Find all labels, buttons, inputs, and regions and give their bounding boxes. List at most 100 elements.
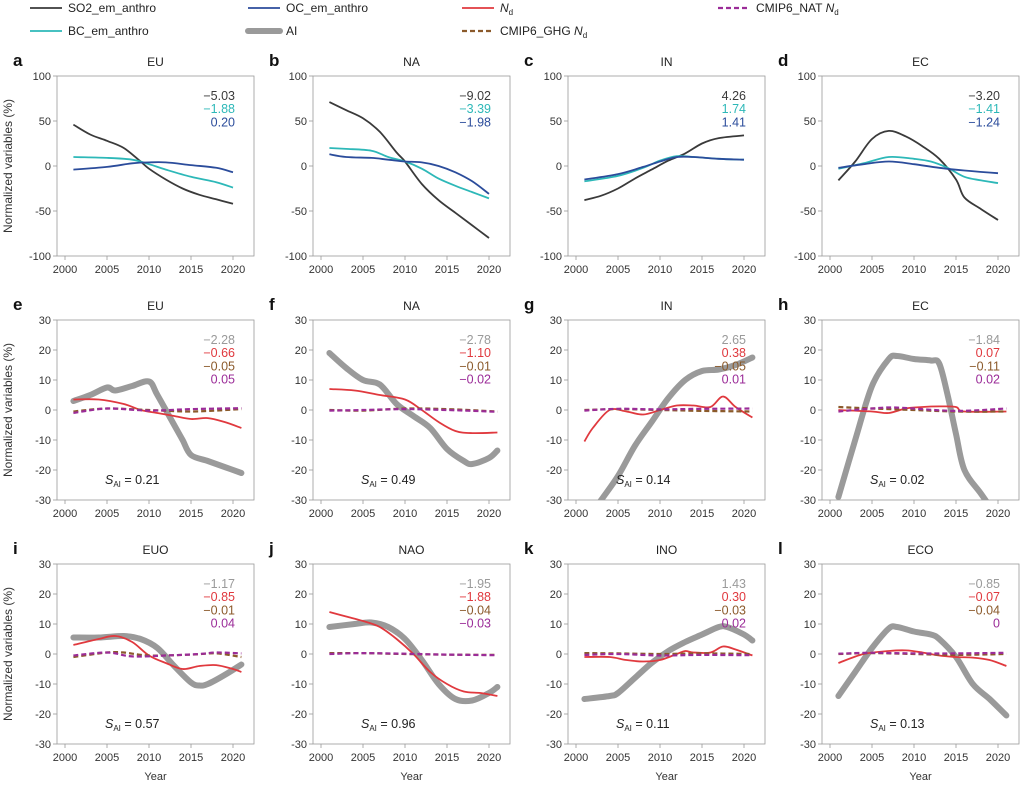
panel-j: j NAO -30 -20 -10 0 10 20 30 2000 2005 2010 2015 2020… (268, 539, 511, 783)
panel-f: f NA -30 -20 -10 0 10 20 30 2000 2005 2010 2015 2020 −… (269, 295, 511, 520)
series-group (581, 623, 756, 702)
x-tick-label: 2020 (986, 264, 1010, 276)
series-group (326, 350, 501, 468)
annotation-nat: 0.05 (211, 373, 235, 387)
series-line-ai (597, 354, 756, 500)
annotation-nat: 0.04 (211, 617, 235, 631)
panel-b: b NA -100 -50 0 50 100 2000 2005 2010 2015 2020 −9.0… (269, 51, 511, 276)
annotation-nat: 0.02 (722, 617, 746, 631)
x-tick-label: 2020 (477, 508, 501, 520)
sai-value: = 0.49 (377, 473, 416, 487)
x-tick-label: 2020 (732, 752, 756, 764)
series-line-nat (838, 651, 1007, 655)
annotation-so2: −9.02 (459, 89, 491, 103)
panel-letter: i (13, 539, 18, 558)
x-tick-label: 2010 (137, 264, 161, 276)
x-tick-label: 2005 (351, 508, 375, 520)
y-tick-label: 100 (289, 71, 307, 83)
y-tick-label: 20 (295, 345, 307, 357)
sai-value: = 0.57 (121, 717, 160, 731)
sai-value: = 0.02 (886, 473, 925, 487)
annotation-ai: −1.95 (459, 577, 491, 591)
x-tick-label: 2005 (606, 508, 630, 520)
sai-value: = 0.96 (377, 717, 416, 731)
sai-label: SAI = 0.96 (361, 717, 416, 733)
y-tick-label: -30 (35, 739, 51, 751)
x-tick-label: 2020 (477, 264, 501, 276)
y-tick-label: 30 (804, 559, 816, 571)
annotation-nat: 0.01 (722, 373, 746, 387)
series-line-ai (326, 350, 501, 468)
x-tick-label: 2010 (393, 508, 417, 520)
series-line-nat (329, 651, 498, 657)
panel-title: EC (912, 299, 929, 313)
annotation-oc: 1.41 (722, 115, 746, 129)
y-tick-label: -10 (546, 435, 562, 447)
y-tick-label: -100 (794, 251, 816, 263)
panel-title: NAO (398, 543, 424, 557)
y-tick-label: -100 (285, 251, 307, 263)
annotation-bc: −1.88 (203, 102, 235, 116)
x-tick-label: 2000 (564, 752, 588, 764)
legend-item-ghg: CMIP6_GHG Nd (462, 24, 587, 40)
annotation-ghg: −0.05 (203, 359, 235, 373)
y-tick-label: 20 (804, 589, 816, 601)
sai-label: SAI = 0.49 (361, 473, 416, 489)
x-tick-label: 2005 (95, 752, 119, 764)
annotation-bc: −3.39 (459, 102, 491, 116)
y-tick-label: -20 (291, 709, 307, 721)
x-tick-label: 2020 (986, 752, 1010, 764)
sai-value: = 0.11 (632, 717, 670, 731)
series-line-ai (326, 619, 501, 705)
y-tick-label: 10 (804, 375, 816, 387)
annotation-nd: 0.30 (722, 590, 746, 604)
annotation-ghg: −0.01 (459, 359, 491, 373)
x-tick-label: 2015 (435, 508, 459, 520)
x-axis-label: Year (909, 771, 932, 783)
series-line-so2 (584, 134, 745, 202)
x-tick-label: 2005 (860, 508, 884, 520)
y-tick-label: 100 (33, 71, 51, 83)
x-tick-label: 2020 (221, 752, 245, 764)
y-tick-label: 20 (39, 589, 51, 601)
x-tick-label: 2005 (351, 264, 375, 276)
panel-title: NA (403, 55, 420, 69)
sai-label: SAI = 0.57 (105, 717, 160, 733)
annotation-bc: −1.41 (968, 102, 1000, 116)
x-tick-label: 2010 (393, 264, 417, 276)
sai-sub: AI (624, 480, 632, 489)
y-tick-label: -10 (291, 435, 307, 447)
x-tick-label: 2000 (309, 752, 333, 764)
panel-letter: l (778, 539, 783, 558)
panel-h: h EC -30 -20 -10 0 10 20 30 2000 2005 2010 2015 2020 −… (778, 295, 1020, 520)
x-tick-label: 2020 (732, 508, 756, 520)
sai-sub: AI (878, 724, 886, 733)
series-group (72, 123, 234, 205)
legend-label-text: CMIP6_GHG (500, 24, 574, 38)
x-tick-label: 2000 (53, 752, 77, 764)
series-group (835, 623, 1010, 719)
series-line-nat (73, 407, 242, 415)
annotation-nd: 0.38 (722, 346, 746, 360)
sai-var: S (361, 717, 370, 731)
y-tick-label: 50 (39, 116, 51, 128)
y-tick-label: 20 (550, 345, 562, 357)
panel-d: d EC -100 -50 0 50 100 2000 2005 2010 2015 2020 −3.2… (778, 51, 1020, 276)
y-tick-label: 20 (39, 345, 51, 357)
series-line-oc (838, 160, 999, 175)
sai-value: = 0.14 (632, 473, 671, 487)
x-tick-label: 2010 (137, 508, 161, 520)
x-tick-label: 2010 (648, 752, 672, 764)
x-tick-label: 2020 (986, 508, 1010, 520)
sai-sub: AI (878, 480, 886, 489)
x-tick-label: 2000 (309, 264, 333, 276)
annotation-nat: −0.02 (459, 373, 491, 387)
y-tick-label: -30 (546, 739, 562, 751)
x-axis-label: Year (655, 771, 678, 783)
panel-letter: a (13, 51, 23, 70)
sai-var: S (105, 473, 114, 487)
panel-c: c IN -100 -50 0 50 100 2000 2005 2010 2015 2020 4.26… (524, 51, 766, 276)
panel-letter: e (13, 295, 22, 314)
series-line-oc (584, 155, 745, 181)
